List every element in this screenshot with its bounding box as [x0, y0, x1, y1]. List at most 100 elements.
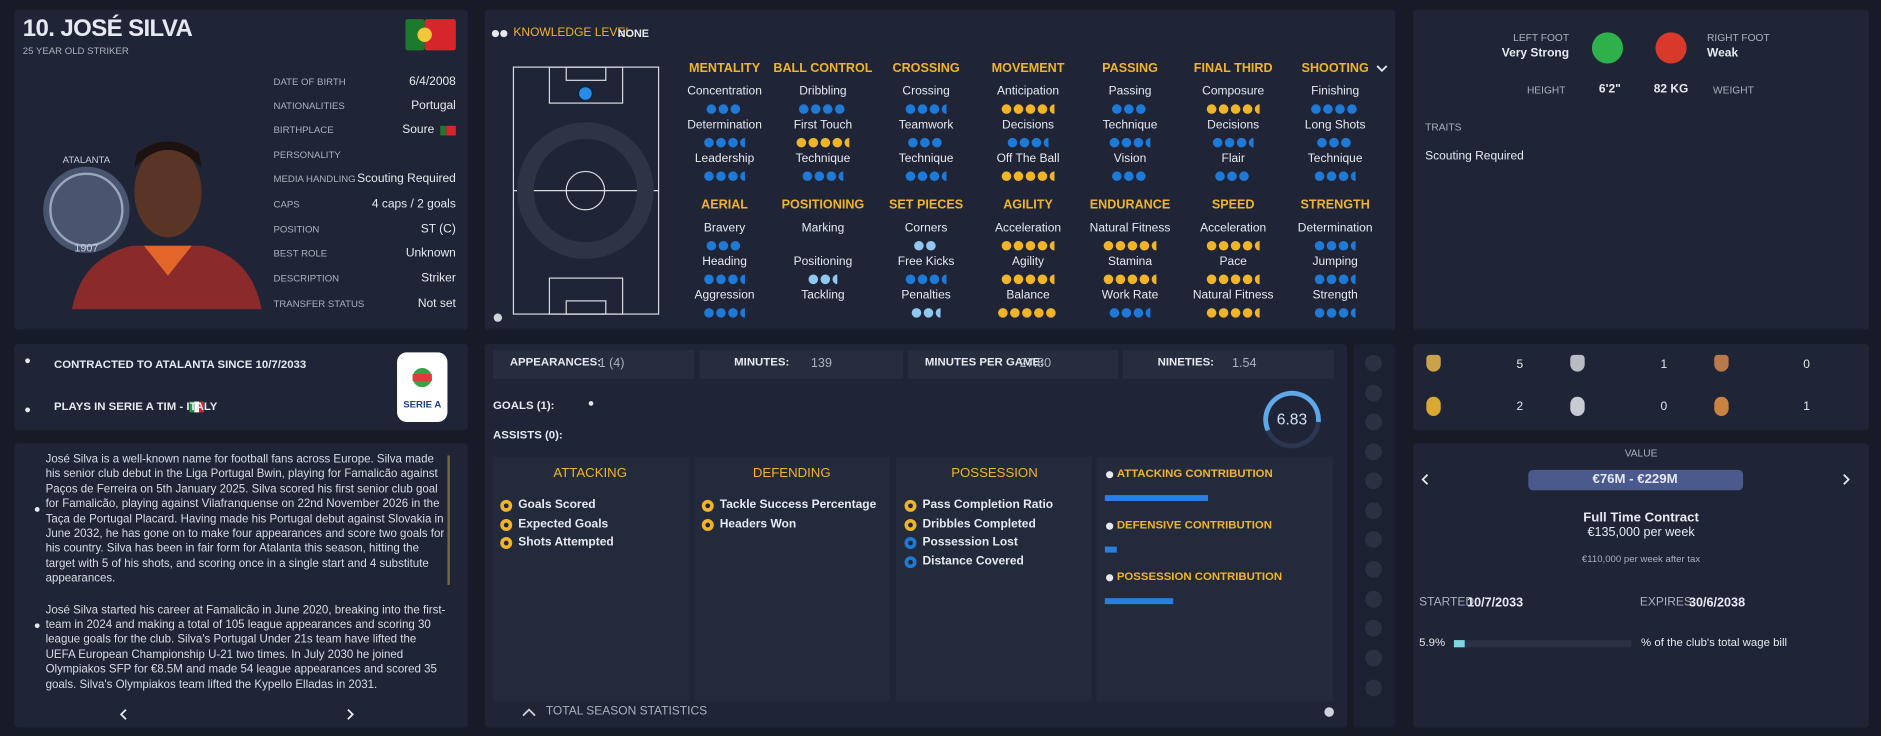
medal-icon [1426, 396, 1441, 416]
dot [1335, 104, 1345, 114]
foot-value: Weak [1707, 46, 1739, 60]
dropdown-chevron[interactable] [1376, 65, 1388, 72]
dot [1338, 308, 1349, 318]
attribute-dots [1317, 137, 1353, 148]
attribute-name: Stamina [1108, 255, 1153, 269]
attribute-dots [704, 171, 747, 182]
dot [1323, 104, 1333, 114]
knowledge-value: NONE [617, 27, 650, 40]
half-dot [740, 137, 745, 148]
dot [1001, 171, 1012, 182]
stat-value: 27.80 [1019, 356, 1052, 371]
assists-label: ASSISTS (0): [493, 429, 563, 443]
pitch [512, 66, 660, 315]
attribute-dots [905, 274, 949, 285]
dot [1230, 308, 1241, 318]
focus-item: Possession Lost [922, 535, 1018, 550]
attribute-name: Leadership [694, 152, 755, 166]
attribute-group: ENDURANCE [1089, 197, 1171, 213]
dot [1314, 308, 1325, 318]
dot [1326, 274, 1337, 285]
attribute-dots [706, 240, 743, 251]
icon-core [503, 540, 509, 546]
foot-label: LEFT FOOT [1513, 31, 1570, 44]
attribute-name: Corners [904, 221, 948, 235]
attribute-name: Dribbling [799, 85, 847, 99]
dot [814, 171, 825, 182]
half-dot [1145, 137, 1151, 148]
contract-notes-panel [14, 344, 468, 431]
contract-note: PLAYS IN SERIE A TIM - ITALY [53, 400, 218, 414]
height-label: HEIGHT [1526, 83, 1566, 96]
attribute-dots [1103, 240, 1159, 251]
half-dot [1248, 137, 1254, 148]
attribute-name: Decisions [1002, 118, 1055, 132]
player-name: 10. JOSÉ SILVA [22, 15, 193, 42]
dot [1218, 308, 1229, 318]
contribution-bar [1104, 598, 1174, 605]
dot [1224, 137, 1235, 148]
dot [1206, 308, 1217, 318]
attribute-name: Aggression [694, 288, 755, 303]
weight-label: WEIGHT [1713, 83, 1754, 96]
half-dot [1145, 308, 1151, 318]
attribute-group: MENTALITY [688, 61, 761, 76]
attribute-name: Vision [1113, 152, 1147, 166]
attribute-dots [1007, 137, 1051, 148]
attribute-name: Penalties [901, 288, 951, 303]
attribute-dots [905, 171, 949, 182]
attribute-name: Finishing [1311, 85, 1360, 99]
height-value: 6'2" [1598, 82, 1621, 96]
scrollbar [447, 455, 450, 585]
dot [808, 274, 819, 285]
focus-item: Pass Completion Ratio [922, 498, 1054, 512]
dot [716, 308, 726, 318]
attribute-name: Flair [1221, 152, 1245, 166]
dot [1314, 240, 1325, 251]
half-dot [1049, 104, 1055, 114]
focus-item: Expected Goals [518, 517, 609, 531]
half-dot [941, 274, 947, 285]
attribute-dots [1311, 104, 1359, 114]
small-flag [440, 125, 456, 136]
attribute-group: FINAL THIRD [1193, 61, 1273, 76]
dot [1037, 240, 1048, 251]
nav-arrows[interactable] [119, 474, 1850, 720]
attribute-group: MOVEMENT [991, 61, 1065, 76]
dot [1133, 137, 1144, 148]
dot [1112, 104, 1122, 114]
medal-icon [1570, 396, 1585, 416]
icon-core [908, 503, 913, 509]
ball-icon: ● [588, 397, 595, 409]
stat-value: 1 (4) [598, 356, 625, 371]
dot [1136, 171, 1146, 182]
dot [1212, 137, 1223, 148]
attribute-dots [1112, 104, 1148, 114]
dot [1326, 308, 1337, 318]
dot [1329, 137, 1339, 148]
dot [832, 137, 843, 148]
dot [796, 137, 807, 148]
value-panel [1413, 443, 1869, 728]
detail-label: DESCRIPTION [273, 273, 340, 285]
collapse-chevron[interactable] [522, 708, 536, 717]
dot [1326, 171, 1337, 182]
sidebar-icons[interactable] [1365, 354, 1382, 697]
trophies-panel [1413, 344, 1869, 431]
detail-value: Soure [402, 123, 435, 137]
dot [1347, 104, 1357, 114]
focus-title: POSSESSION [951, 466, 1038, 481]
half-dot [1254, 308, 1260, 318]
attribute-name: Agility [1012, 255, 1045, 269]
contribution-bar [1104, 546, 1117, 553]
detail-label: MEDIA HANDLING [273, 173, 356, 185]
attribute-group: SPEED [1211, 197, 1255, 213]
attribute-dots [798, 104, 847, 114]
attribute-name: Work Rate [1101, 288, 1159, 303]
dot [730, 104, 741, 114]
half-dot [1254, 240, 1260, 251]
dot [1236, 137, 1247, 148]
attribute-dots [704, 274, 747, 285]
dot [1019, 137, 1030, 148]
dot [1127, 240, 1138, 251]
